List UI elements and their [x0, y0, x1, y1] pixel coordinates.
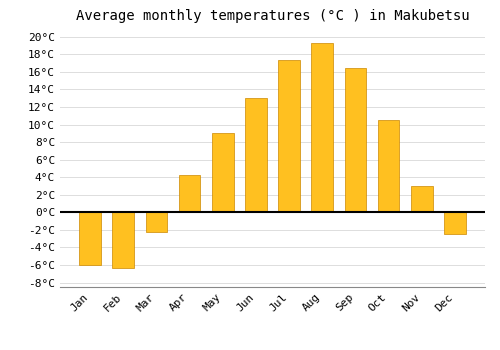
Bar: [245, 98, 266, 212]
Bar: [112, 212, 134, 268]
Bar: [179, 175, 201, 212]
Bar: [312, 43, 333, 212]
Bar: [278, 61, 300, 212]
Bar: [411, 186, 432, 212]
Bar: [444, 212, 466, 234]
Bar: [212, 133, 234, 212]
Bar: [344, 68, 366, 212]
Bar: [80, 212, 101, 265]
Bar: [378, 120, 400, 212]
Bar: [146, 212, 167, 232]
Title: Average monthly temperatures (°C ) in Makubetsu: Average monthly temperatures (°C ) in Ma…: [76, 9, 469, 23]
